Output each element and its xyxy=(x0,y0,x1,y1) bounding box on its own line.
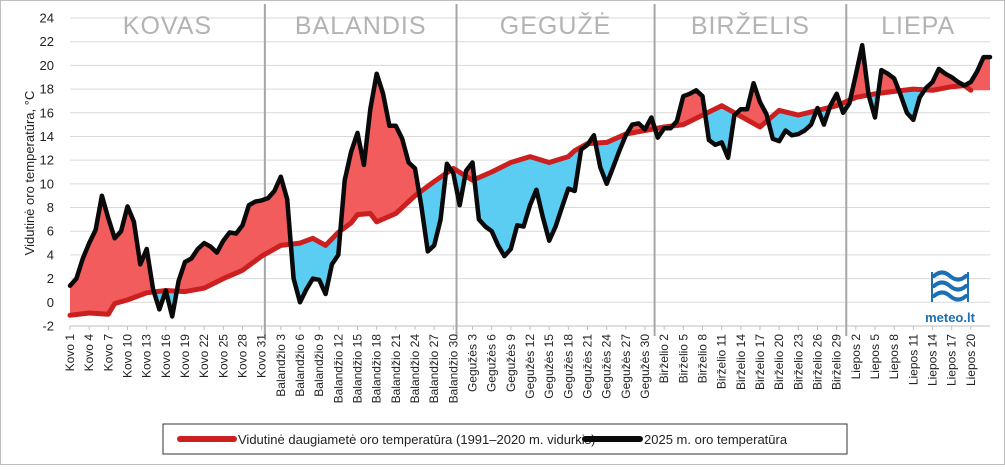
x-tick-label: Gegužės 9 xyxy=(504,334,518,392)
x-tick-label: Birželio 2 xyxy=(657,334,671,384)
x-tick-label: Gegužės 27 xyxy=(619,334,633,399)
y-tick-label: 0 xyxy=(47,295,54,310)
series-line-2025 xyxy=(67,42,993,319)
x-tick-label: Kovo 19 xyxy=(178,334,192,378)
x-tick-label: Birželio 5 xyxy=(676,334,690,384)
x-tick-label: Liepos 5 xyxy=(868,334,882,380)
x-tick-label: Gegužės 30 xyxy=(638,334,652,399)
x-tick-label: Balandžio 21 xyxy=(389,334,403,404)
x-tick-label: Kovo 10 xyxy=(121,334,135,378)
month-label: GEGUŽĖ xyxy=(500,11,612,40)
x-tick-label: Birželio 29 xyxy=(830,334,844,390)
month-bands: KOVAS BALANDIS GEGUŽĖ BIRŽELIS LIEPA xyxy=(123,4,955,336)
wave-logo-frame-icon xyxy=(931,272,969,302)
x-tick-label: Kovo 1 xyxy=(63,334,77,372)
legend-label-2025: 2025 m. oro temperatūra xyxy=(644,432,788,447)
x-tick-label: Kovo 4 xyxy=(82,334,96,372)
x-tick-label: Balandžio 18 xyxy=(370,334,384,404)
x-tick-label: Liepos 20 xyxy=(964,334,978,386)
x-tick-label: Liepos 17 xyxy=(945,334,959,386)
fill-above-normal xyxy=(924,57,990,91)
y-tick-label: 4 xyxy=(47,247,54,262)
month-label: KOVAS xyxy=(123,12,212,40)
x-tick-label: Kovo 22 xyxy=(197,334,211,378)
x-tick-label: Birželio 11 xyxy=(715,334,729,389)
y-tick-label: 6 xyxy=(47,224,54,239)
month-label: BIRŽELIS xyxy=(691,11,810,40)
x-tick-label: Gegužės 18 xyxy=(561,334,575,399)
fill-below-normal xyxy=(768,110,817,142)
x-tick-label: Birželio 14 xyxy=(734,334,748,390)
x-tick-label: Birželio 8 xyxy=(696,334,710,384)
x-tick-label: Birželio 20 xyxy=(772,334,786,390)
x-tick-label: Gegužės 3 xyxy=(466,334,480,392)
x-tick-label: Balandžio 9 xyxy=(312,334,326,397)
x-tick-label: Gegužės 6 xyxy=(485,334,499,392)
x-tick-label: Balandžio 3 xyxy=(274,334,288,397)
legend-label-normal: Vidutinė daugiametė oro temperatūra (199… xyxy=(238,432,595,447)
x-tick-label: Balandžio 30 xyxy=(446,334,460,404)
x-tick-label: Balandžio 6 xyxy=(293,334,307,397)
x-tick-label: Balandžio 15 xyxy=(351,334,365,404)
y-tick-label: 12 xyxy=(40,153,54,168)
fill-above-normal xyxy=(340,73,420,231)
legend-box xyxy=(162,423,848,455)
y-axis-label: Vidutinė oro temperatūra, °C xyxy=(22,91,37,256)
x-tick-label: Liepos 2 xyxy=(849,334,863,380)
y-tick-label: 10 xyxy=(40,176,54,191)
y-tick-label: 8 xyxy=(47,200,54,215)
x-tick-label: Liepos 8 xyxy=(887,334,901,380)
x-tick-label: Kovo 16 xyxy=(159,334,173,378)
x-tick-label: Gegužės 24 xyxy=(600,334,614,399)
y-tick-label: 18 xyxy=(40,82,54,97)
logo: meteo.lt xyxy=(925,270,976,325)
x-tick-label: Birželio 17 xyxy=(753,334,767,390)
y-tick-label: 16 xyxy=(40,105,54,120)
x-tick-label: Balandžio 27 xyxy=(427,334,441,404)
month-label: BALANDIS xyxy=(295,12,427,40)
x-tick-label: Birželio 23 xyxy=(791,334,805,390)
y-tick-label: 20 xyxy=(40,58,54,73)
x-tick-label: Gegužės 12 xyxy=(523,334,537,399)
series-lines xyxy=(67,42,993,319)
x-tick-label: Kovo 25 xyxy=(216,334,230,378)
x-tick-label: Balandžio 24 xyxy=(408,334,422,404)
x-tick-label: Birželio 26 xyxy=(811,334,825,390)
x-tick-label: Liepos 14 xyxy=(926,334,940,386)
wave-logo-icon xyxy=(932,270,968,302)
x-tick-label: Kovo 31 xyxy=(255,334,269,378)
fill-above-normal xyxy=(878,70,899,94)
y-tick-label: 22 xyxy=(40,34,54,49)
y-tick-label: 24 xyxy=(40,11,54,26)
y-tick-label: 2 xyxy=(47,271,54,286)
y-tick-label: -2 xyxy=(42,319,54,334)
series-line-normal xyxy=(67,83,974,318)
x-axis-ticks: Kovo 1 Kovo 4 Kovo 7 Kovo 10 Kovo 13 Kovo 16 K… xyxy=(63,326,978,403)
x-tick-label: Kovo 7 xyxy=(101,334,115,372)
x-tick-label: Balandžio 12 xyxy=(331,334,345,404)
x-tick-label: Kovo 13 xyxy=(140,334,154,378)
logo-text: meteo.lt xyxy=(925,310,976,325)
y-tick-label: 14 xyxy=(40,129,54,144)
legend: Vidutinė daugiametė oro temperatūra (199… xyxy=(162,423,848,455)
month-label: LIEPA xyxy=(881,12,955,40)
x-tick-label: Liepos 11 xyxy=(906,334,920,385)
x-tick-label: Kovo 28 xyxy=(236,334,250,378)
x-tick-label: Gegužės 15 xyxy=(542,334,556,399)
fill-below-normal xyxy=(290,230,341,303)
x-tick-label: Gegužės 21 xyxy=(581,334,595,399)
